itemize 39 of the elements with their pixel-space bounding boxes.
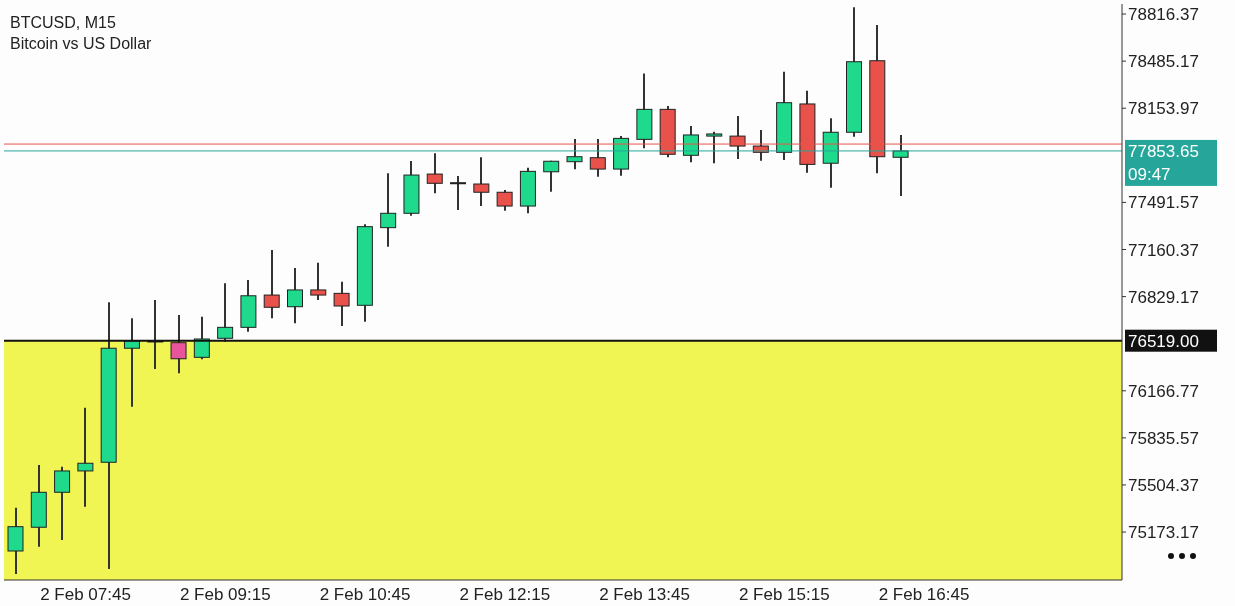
candlestick [193,315,210,361]
ref-line-label: 77853.65 [1128,141,1199,161]
y-tick-label: 78153.97 [1128,99,1199,119]
candlestick [450,175,467,212]
x-tick-label: 2 Feb 13:45 [599,585,690,605]
x-tick-label: 2 Feb 15:15 [738,585,830,605]
y-tick-label: 78816.37 [1128,5,1199,25]
y-tick-label: 77160.37 [1128,240,1199,260]
x-tick-label: 2 Feb 07:45 [40,585,131,605]
x-tick-label: 2 Feb 12:15 [459,585,551,605]
candlestick [706,130,723,165]
x-tick-label: 2 Feb 10:45 [319,585,411,605]
x-tick-label: 2 Feb 16:45 [878,585,970,605]
x-tick-label: 2 Feb 09:15 [179,585,271,605]
candlestick [543,159,560,193]
ref-line-label: 76519.00 [1128,331,1199,351]
candlestick [287,267,303,325]
y-tick-label: 75173.17 [1128,523,1199,543]
y-tick-label: 77491.57 [1128,193,1199,213]
y-tick-label: 76166.77 [1128,381,1199,401]
y-tick-label: 78485.17 [1128,52,1199,72]
candlestick [426,152,443,195]
candlestick [310,261,327,302]
text: 09:47 [1128,164,1171,184]
candlestick [170,313,187,375]
candlestick [77,406,94,508]
candlestick [333,280,350,328]
text: BTCUSD, M15 [10,13,117,33]
candlestick [566,138,583,171]
candlestick [217,282,234,343]
candlestick [496,188,513,212]
candlestick [263,248,280,320]
text: Bitcoin vs US Dollar [10,34,152,54]
candlestick [54,465,71,541]
candlestick [473,156,490,208]
y-tick-label: 75504.37 [1128,476,1199,495]
y-tick-label: 76829.17 [1128,287,1199,307]
candlestick [380,172,397,248]
y-tick-label: 75835.57 [1128,428,1199,448]
